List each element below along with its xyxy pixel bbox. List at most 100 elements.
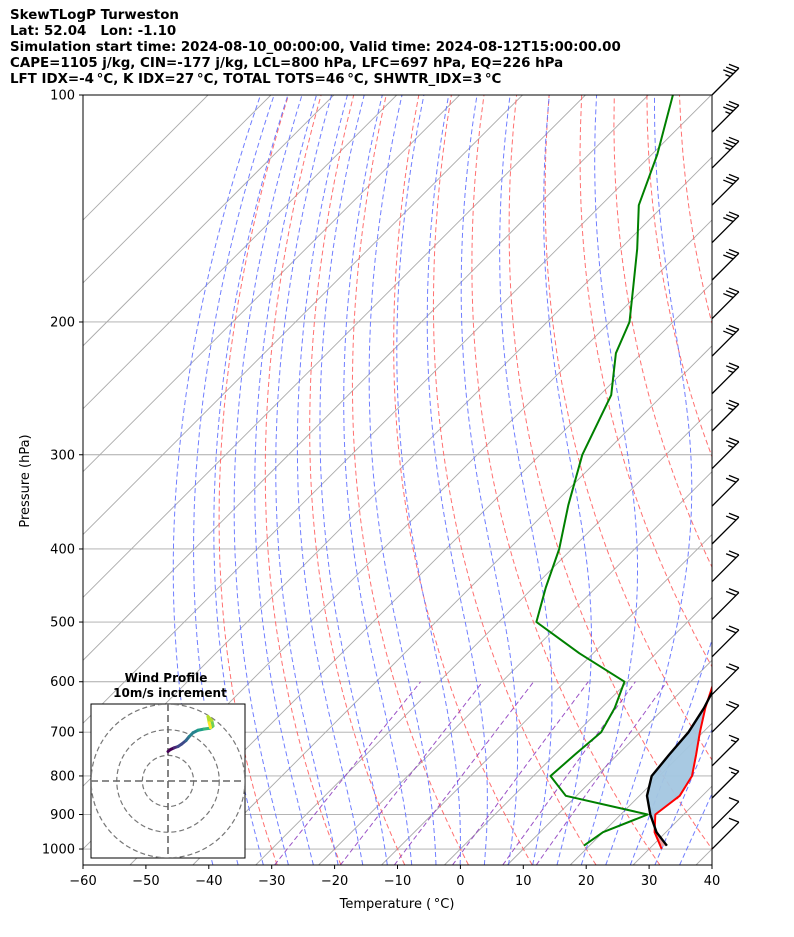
wind-barb-feather — [725, 553, 737, 559]
x-tick-label: −30 — [258, 874, 285, 889]
isotherm-line — [83, 95, 523, 536]
wind-barb-shaft — [711, 667, 740, 696]
wind-barb — [711, 625, 740, 658]
moist-adiabat-line — [343, 95, 413, 865]
wind-barb-feather — [723, 142, 734, 148]
wind-barb-shaft — [711, 801, 740, 829]
wind-barb — [711, 512, 740, 545]
wind-barb-half-feather — [728, 407, 734, 411]
wind-barb-feather — [723, 292, 734, 299]
moist-adiabat-line — [213, 95, 289, 865]
wind-barb-shaft — [711, 215, 740, 244]
wind-barb — [711, 550, 740, 583]
wind-barb-feather — [728, 362, 740, 368]
x-tick-label: 30 — [641, 874, 658, 889]
wind-barb — [711, 136, 740, 169]
wind-barb-feather — [728, 663, 740, 669]
wind-barb-shaft — [711, 291, 740, 320]
wind-barb-half-feather — [728, 444, 734, 449]
wind-barb-feather — [725, 214, 737, 220]
wind-barb-shaft — [711, 366, 740, 395]
wind-barb-feather — [723, 179, 734, 185]
x-tick-label: −40 — [195, 874, 222, 889]
moist-adiabats — [172, 95, 712, 865]
dry-adiabat-line — [544, 95, 712, 761]
wind-barb-feather — [725, 66, 737, 72]
wind-barb-shaft — [711, 770, 740, 799]
wind-barb-feather — [725, 477, 737, 483]
y-tick-label: 1000 — [42, 843, 75, 858]
hodograph — [91, 704, 245, 858]
moist-adiabat-line — [543, 95, 592, 865]
wind-barb-feather — [725, 515, 737, 521]
isotherm-line — [83, 95, 335, 347]
y-tick-label: 700 — [50, 726, 75, 741]
wind-barb — [711, 700, 740, 733]
wind-profile-inset: Wind Profile 10m/s increment — [90, 671, 246, 859]
wind-barb-feather — [728, 248, 740, 254]
wind-barb-feather — [725, 365, 737, 371]
moist-adiabat-line — [193, 95, 275, 865]
dry-adiabat-line — [711, 95, 712, 102]
wind-barb-feather — [728, 100, 740, 106]
wind-barb-feather — [723, 330, 734, 336]
moist-adiabat-line — [426, 95, 488, 865]
moist-adiabat-line — [172, 95, 261, 865]
wind-barb-feather — [728, 136, 740, 142]
moist-adiabat-line — [319, 95, 388, 865]
wind-barb-shaft — [711, 441, 740, 470]
wind-barb — [711, 797, 740, 829]
wind-barb-feather — [723, 69, 734, 75]
wind-barb-feather — [725, 251, 737, 257]
dry-adiabat-line — [646, 95, 712, 459]
wind-barb — [711, 63, 740, 96]
x-tick-label: 10 — [515, 874, 532, 889]
wind-barb — [711, 817, 740, 850]
dry-adiabat-line — [218, 95, 289, 865]
wind-barb-feather — [728, 625, 740, 631]
isotherm-line — [83, 95, 712, 724]
wind-barb-feather — [723, 106, 734, 112]
wind-barb — [711, 287, 740, 320]
isotherm-line — [444, 596, 712, 865]
hodograph-segment — [207, 721, 212, 730]
wind-barb-feather — [728, 512, 740, 518]
stability-indices: LFT IDX=-4 °C, K IDX=27 °C, TOTAL TOTS=4… — [10, 72, 502, 87]
x-tick-label: −10 — [384, 874, 411, 889]
cin-area — [722, 95, 794, 670]
wind-barb — [711, 248, 740, 281]
wind-barb-feather — [725, 440, 737, 446]
convective-indices: CAPE=1105 j/kg, CIN=-177 j/kg, LCL=800 h… — [10, 56, 564, 71]
x-axis-ticks: −60 −50 −40 −30 −20 −10 0 10 20 30 40 — [69, 865, 720, 889]
moist-adiabat-line — [499, 95, 553, 865]
isotherm-line — [129, 282, 712, 865]
wind-barb-shaft — [711, 403, 740, 432]
dry-adiabat-line — [393, 95, 533, 865]
wind-barb — [711, 474, 740, 507]
wind-barb-feather — [728, 63, 740, 69]
wind-barb-feather — [728, 324, 740, 330]
wind-barb-feather — [725, 628, 737, 634]
x-tick-label: 0 — [456, 874, 464, 889]
mixing-ratio-line — [502, 681, 636, 865]
wind-barb-feather — [728, 474, 740, 480]
wind-barb-shaft — [711, 821, 740, 850]
x-tick-label: −50 — [132, 874, 159, 889]
simulation-times: Simulation start time: 2024-08-10_00:00:… — [10, 40, 621, 55]
wind-barb-feather — [725, 327, 737, 333]
dry-adiabat-line — [264, 95, 342, 865]
isotherm-line — [83, 95, 398, 410]
wind-barb — [711, 362, 740, 395]
dry-adiabat-line — [351, 95, 469, 865]
wind-barb-shaft — [711, 104, 740, 133]
wind-barb-feather — [725, 402, 737, 408]
dry-adiabat-line — [432, 95, 597, 865]
parcel-path-line — [645, 689, 712, 847]
cin-area — [647, 701, 708, 828]
y-tick-label: 500 — [50, 616, 75, 631]
wind-barb-feather — [728, 437, 740, 443]
wind-barb — [711, 100, 740, 133]
isotherm-line — [632, 785, 712, 865]
wind-barb-feather — [728, 766, 740, 772]
